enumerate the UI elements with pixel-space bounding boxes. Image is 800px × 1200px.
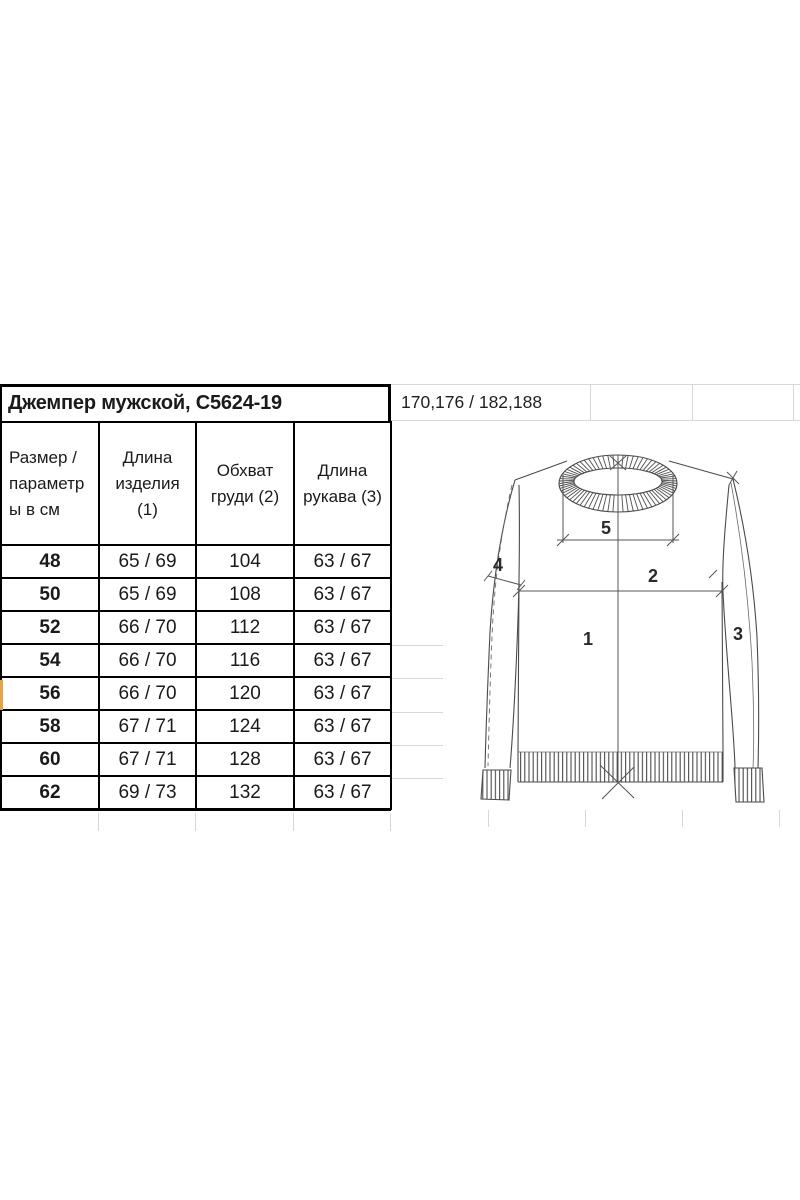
- gridline: [391, 745, 443, 746]
- sleeve-cell[interactable]: 63 / 67: [293, 742, 392, 777]
- chest-cell[interactable]: 108: [195, 577, 295, 612]
- gridline: [779, 810, 780, 827]
- table-row: 50 65 / 69 108 63 / 67: [0, 577, 392, 612]
- gridline: [0, 384, 800, 385]
- right-cuff-rib: [733, 767, 765, 803]
- size-cell[interactable]: 56: [0, 676, 100, 711]
- chest-dimension-line: [512, 569, 729, 598]
- table-row: 54 66 / 70 116 63 / 67: [0, 643, 392, 678]
- chest-cell[interactable]: 116: [195, 643, 295, 678]
- size-chart-block: Джемпер мужской, С5624-19 Размер / парам…: [0, 384, 392, 811]
- sleeve-cell[interactable]: 63 / 67: [293, 610, 392, 645]
- chest-cell[interactable]: 132: [195, 775, 295, 810]
- left-cuff-rib: [480, 769, 512, 801]
- column-header-sleeve[interactable]: Длина рукава (3): [293, 421, 392, 546]
- collar-rib: [558, 454, 678, 513]
- sweater-diagram: 1 2 3 4 5: [480, 454, 765, 803]
- active-row-marker: [0, 680, 3, 710]
- gridline: [391, 778, 443, 779]
- table-header-row: Размер / параметры в см Длина изделия (1…: [0, 421, 392, 546]
- sleeve-cell[interactable]: 63 / 67: [293, 676, 392, 711]
- length-cell[interactable]: 66 / 70: [98, 643, 197, 678]
- length-cell[interactable]: 66 / 70: [98, 610, 197, 645]
- table-row: 60 67 / 71 128 63 / 67: [0, 742, 392, 777]
- gridline: [390, 420, 800, 421]
- gridline: [390, 813, 391, 831]
- table-row: 62 69 / 73 132 63 / 67: [0, 775, 392, 810]
- diagram-label-sleeve: 3: [733, 624, 743, 644]
- sleeve-cell[interactable]: 63 / 67: [293, 643, 392, 678]
- hem-rib: [518, 751, 723, 783]
- chest-cell[interactable]: 124: [195, 709, 295, 744]
- table-row: 48 65 / 69 104 63 / 67: [0, 544, 392, 579]
- column-header-length[interactable]: Длина изделия (1): [98, 421, 197, 546]
- length-cell[interactable]: 65 / 69: [98, 577, 197, 612]
- sleeve-cell[interactable]: 63 / 67: [293, 577, 392, 612]
- column-header-chest[interactable]: Обхват груди (2): [195, 421, 295, 546]
- diagram-label-neck: 5: [601, 518, 611, 538]
- gridline: [585, 810, 586, 827]
- sleeve-cell[interactable]: 63 / 67: [293, 544, 392, 579]
- gridline: [98, 813, 99, 831]
- chest-cell[interactable]: 104: [195, 544, 295, 579]
- table-row: 58 67 / 71 124 63 / 67: [0, 709, 392, 744]
- size-cell[interactable]: 52: [0, 610, 100, 645]
- neck-dimension-line: [556, 475, 680, 547]
- sleeve-width-dimension-line: [483, 570, 526, 591]
- gridline: [195, 813, 196, 831]
- chest-cell[interactable]: 112: [195, 610, 295, 645]
- product-title-cell[interactable]: Джемпер мужской, С5624-19: [0, 385, 390, 421]
- right-sleeve: [722, 478, 765, 803]
- shoulder-seams: [514, 460, 740, 486]
- gridline: [391, 712, 443, 713]
- size-cell[interactable]: 62: [0, 775, 100, 810]
- size-cell[interactable]: 54: [0, 643, 100, 678]
- sleeve-cell[interactable]: 63 / 67: [293, 709, 392, 744]
- length-cell[interactable]: 67 / 71: [98, 742, 197, 777]
- gridline: [590, 384, 591, 421]
- chest-cell[interactable]: 120: [195, 676, 295, 711]
- table-row: 52 66 / 70 112 63 / 67: [0, 610, 392, 645]
- chest-cell[interactable]: 128: [195, 742, 295, 777]
- length-cell[interactable]: 69 / 73: [98, 775, 197, 810]
- gridline: [682, 810, 683, 827]
- size-cell[interactable]: 48: [0, 544, 100, 579]
- length-cell[interactable]: 66 / 70: [98, 676, 197, 711]
- size-cell[interactable]: 60: [0, 742, 100, 777]
- size-cell[interactable]: 58: [0, 709, 100, 744]
- size-cell[interactable]: 50: [0, 577, 100, 612]
- gridline: [391, 678, 443, 679]
- diagram-label-chest: 2: [648, 566, 658, 586]
- column-header-size[interactable]: Размер / параметры в см: [0, 421, 100, 546]
- sleeve-cell[interactable]: 63 / 67: [293, 775, 392, 810]
- diagram-label-sleeve-width: 4: [493, 555, 503, 575]
- gridline: [692, 384, 693, 421]
- size-table: Размер / параметры в см Длина изделия (1…: [0, 421, 392, 810]
- gridline: [793, 384, 794, 421]
- height-range-cell[interactable]: 170,176 / 182,188: [401, 392, 543, 412]
- gridline: [293, 813, 294, 831]
- left-sleeve: [480, 479, 520, 801]
- gridline: [391, 645, 443, 646]
- length-cell[interactable]: 67 / 71: [98, 709, 197, 744]
- length-cell[interactable]: 65 / 69: [98, 544, 197, 579]
- diagram-label-body: 1: [583, 629, 593, 649]
- length-dimension-line: [599, 455, 635, 800]
- table-row-active: 56 66 / 70 120 63 / 67: [0, 676, 392, 711]
- gridline: [488, 810, 489, 827]
